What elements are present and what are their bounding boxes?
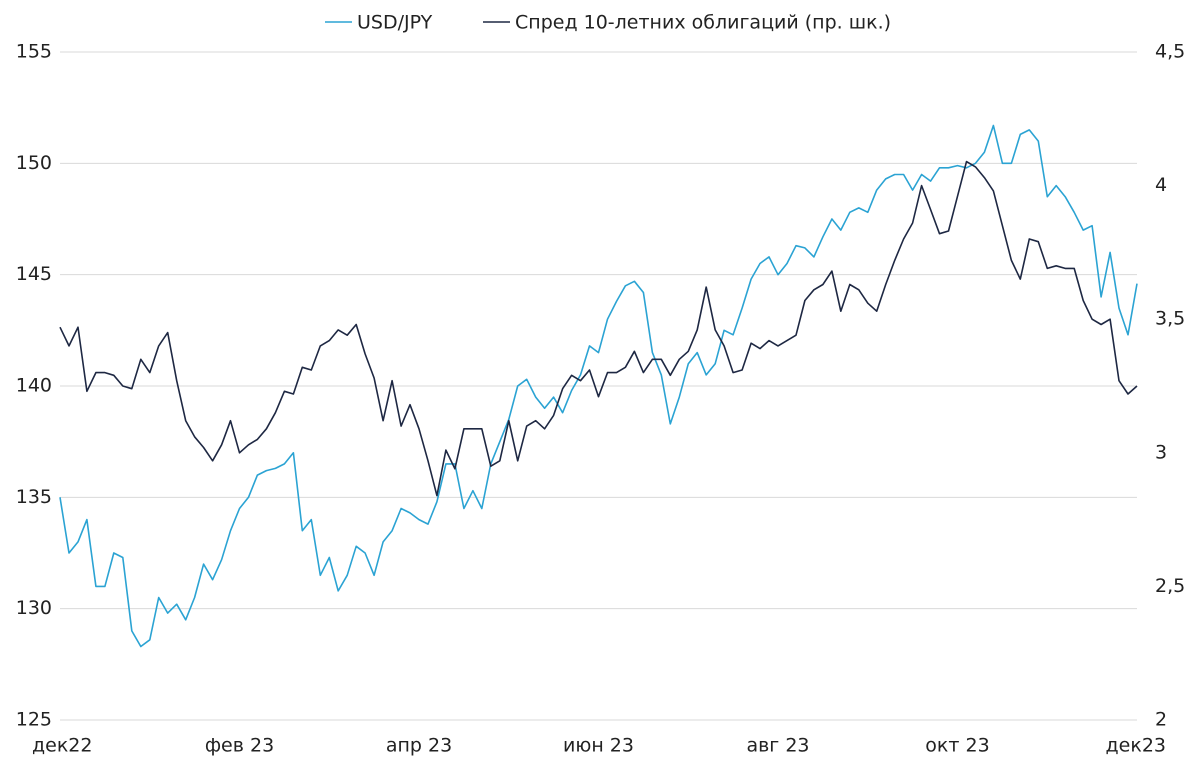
y-tick-label: 150 — [16, 152, 52, 174]
x-tick-label: дек22 — [32, 735, 92, 757]
x-tick-label: фев 23 — [205, 735, 274, 757]
y-tick-label: 125 — [16, 709, 52, 731]
y-tick-label: 135 — [16, 486, 52, 508]
y-tick-label: 145 — [16, 263, 52, 285]
x-tick-label: апр 23 — [386, 735, 452, 757]
x-tick-label: авг 23 — [746, 735, 809, 757]
x-tick-label: дек23 — [1106, 735, 1166, 757]
y-tick-label: 140 — [16, 375, 52, 397]
line-series — [59, 160, 1138, 497]
x-tick-label: окт 23 — [925, 735, 989, 757]
y2-tick-label: 2 — [1155, 709, 1167, 731]
y-tick-label: 130 — [16, 597, 52, 619]
x-tick-label: июн 23 — [563, 735, 634, 757]
y-tick-label: 155 — [16, 41, 52, 63]
y2-tick-label: 3 — [1155, 441, 1167, 463]
y2-tick-label: 3,5 — [1155, 308, 1185, 330]
legend-label: Спред 10-летних облигаций (пр. шк.) — [515, 12, 891, 34]
y2-tick-label: 4,5 — [1155, 41, 1185, 63]
line-series — [59, 124, 1138, 648]
y2-tick-label: 4 — [1155, 174, 1167, 196]
y2-tick-label: 2,5 — [1155, 575, 1185, 597]
legend-label: USD/JPY — [357, 12, 433, 34]
